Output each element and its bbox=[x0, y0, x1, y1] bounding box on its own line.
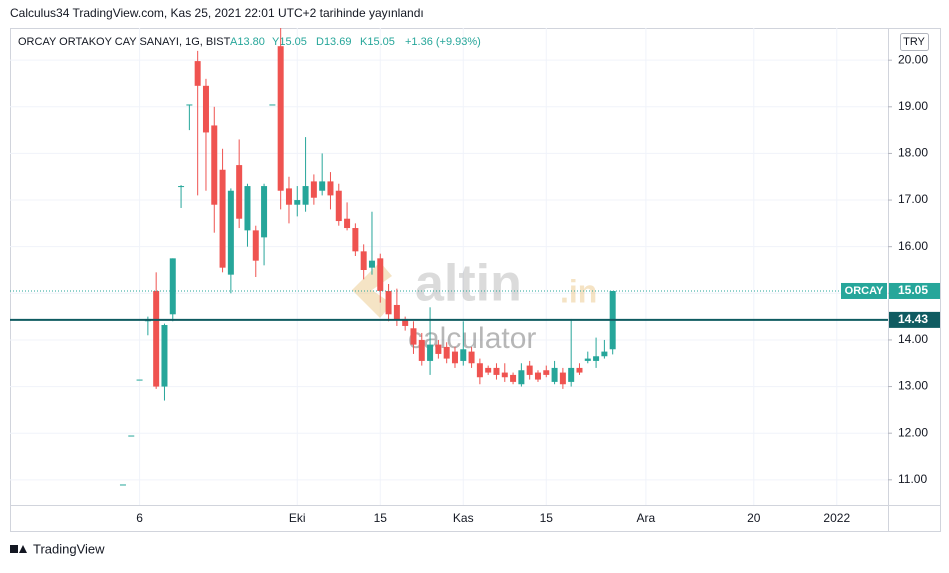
legend-close: K15.05 bbox=[360, 36, 395, 48]
candle-body bbox=[194, 61, 201, 86]
x-tick-label: 2022 bbox=[823, 511, 850, 525]
candle-body bbox=[485, 367, 492, 373]
legend-open: A13.80 bbox=[230, 36, 265, 48]
legend-high: Y15.05 bbox=[272, 36, 307, 48]
candle-body bbox=[526, 365, 533, 375]
candle-body bbox=[518, 370, 525, 385]
watermark-domain: .in bbox=[560, 273, 597, 309]
candle-body bbox=[202, 85, 209, 133]
header: Calculus34 TradingView.com, Kas 25, 2021… bbox=[10, 6, 424, 20]
y-tick-label: 18.00 bbox=[898, 146, 928, 160]
candle-body bbox=[186, 104, 193, 106]
price-label: 15.05 bbox=[898, 283, 928, 297]
watermark-brand: altin bbox=[415, 255, 522, 313]
candle-body bbox=[460, 349, 467, 361]
candle-body bbox=[344, 218, 351, 229]
candle-body bbox=[593, 356, 600, 361]
candle-body bbox=[493, 367, 500, 375]
tv-logo bbox=[10, 545, 27, 553]
candle-body bbox=[360, 251, 367, 270]
candle-body bbox=[261, 186, 268, 238]
candle-body bbox=[211, 125, 218, 205]
candle-body bbox=[418, 339, 425, 361]
x-tick-label: Eki bbox=[289, 511, 306, 525]
candle-body bbox=[327, 181, 334, 196]
candle-body bbox=[576, 367, 583, 373]
candle-body bbox=[128, 435, 135, 437]
candle-body bbox=[310, 181, 317, 198]
candle-body bbox=[443, 346, 450, 359]
candle-body bbox=[119, 484, 126, 486]
candle-body bbox=[277, 46, 284, 191]
candle-body bbox=[285, 188, 292, 205]
candle-body bbox=[368, 260, 375, 268]
legend-symbol: ORCAY ORTAKOY CAY SANAYI, 1G, BIST bbox=[18, 36, 231, 48]
y-tick-label: 19.00 bbox=[898, 99, 928, 113]
candle-body bbox=[153, 290, 160, 387]
currency-box: TRY bbox=[900, 33, 929, 51]
candle-body bbox=[601, 351, 608, 357]
candle-body bbox=[178, 186, 185, 188]
y-tick-label: 11.00 bbox=[898, 472, 927, 486]
candle-body bbox=[302, 186, 309, 205]
candle-body bbox=[161, 325, 168, 387]
candle-body bbox=[136, 379, 143, 381]
frame bbox=[10, 28, 941, 532]
y-tick-label: 14.00 bbox=[898, 332, 928, 346]
legend-low: D13.69 bbox=[316, 36, 351, 48]
candle-body bbox=[377, 258, 384, 291]
candle-body bbox=[468, 351, 475, 364]
candle-body bbox=[319, 181, 326, 191]
candle-body bbox=[501, 372, 508, 378]
x-tick-label: Ara bbox=[637, 511, 656, 525]
candle-body bbox=[510, 374, 517, 382]
candle-body bbox=[236, 165, 243, 219]
candle-body bbox=[252, 230, 259, 261]
candle-body bbox=[551, 367, 558, 382]
candle-body bbox=[451, 351, 458, 364]
candle-body bbox=[269, 104, 276, 106]
legend: ORCAY ORTAKOY CAY SANAYI, 1G, BIST A13.8… bbox=[18, 36, 481, 48]
x-tick-label: Kas bbox=[453, 511, 474, 525]
candle-body bbox=[352, 228, 359, 252]
candle-body bbox=[427, 344, 434, 361]
candle-body bbox=[244, 186, 251, 231]
candle-body bbox=[219, 169, 226, 268]
candle-body bbox=[294, 200, 301, 205]
x-tick-label: 15 bbox=[540, 511, 554, 525]
currency: TRY bbox=[903, 36, 925, 48]
x-tick-label: 20 bbox=[747, 511, 761, 525]
candle-body bbox=[584, 358, 591, 361]
candle-body bbox=[393, 304, 400, 320]
y-tick-label: 13.00 bbox=[898, 379, 928, 393]
legend-change: +1.36 (+9.93%) bbox=[405, 36, 481, 48]
y-tick-label: 16.00 bbox=[898, 239, 928, 253]
price-name-bg bbox=[841, 282, 887, 299]
y-tick-label: 12.00 bbox=[898, 425, 928, 439]
candle-body bbox=[543, 370, 550, 375]
hline-label-bg bbox=[889, 311, 940, 328]
footer: TradingView bbox=[33, 541, 105, 556]
candle-body bbox=[534, 372, 541, 380]
y-tick-label: 20.00 bbox=[898, 52, 928, 66]
candle-body bbox=[402, 318, 409, 326]
candle-body bbox=[385, 290, 392, 315]
candle-body bbox=[435, 344, 442, 354]
hline-label: 14.43 bbox=[898, 312, 928, 326]
x-tick-label: 6 bbox=[136, 511, 143, 525]
candle-body bbox=[559, 372, 566, 385]
candle-body bbox=[568, 367, 575, 382]
candle-body bbox=[476, 363, 483, 378]
y-tick-label: 17.00 bbox=[898, 192, 928, 206]
candle-body bbox=[410, 328, 417, 345]
price-name: ORCAY bbox=[845, 285, 884, 297]
candle-body bbox=[169, 258, 176, 315]
candle-body bbox=[335, 190, 342, 222]
price-label-bg bbox=[889, 282, 940, 299]
candle-body bbox=[227, 190, 234, 275]
x-tick-label: 15 bbox=[374, 511, 388, 525]
